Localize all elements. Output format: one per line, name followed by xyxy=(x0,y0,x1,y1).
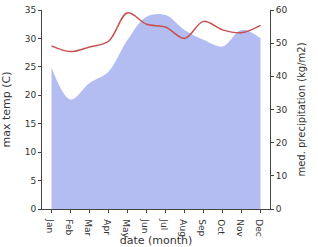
svg-text:15: 15 xyxy=(25,119,36,129)
svg-text:50: 50 xyxy=(276,38,288,48)
svg-text:Sep: Sep xyxy=(197,219,207,236)
svg-text:10: 10 xyxy=(25,147,37,157)
svg-text:60: 60 xyxy=(276,5,288,15)
svg-text:Jan: Jan xyxy=(45,218,55,233)
svg-text:Oct: Oct xyxy=(216,219,226,235)
svg-text:25: 25 xyxy=(25,62,36,72)
svg-text:5: 5 xyxy=(30,176,36,186)
svg-text:40: 40 xyxy=(276,71,288,81)
svg-text:Apr: Apr xyxy=(102,219,112,235)
svg-text:date (month): date (month) xyxy=(120,234,193,247)
svg-text:May: May xyxy=(121,219,131,238)
svg-text:Nov: Nov xyxy=(235,219,245,237)
svg-text:Jul: Jul xyxy=(159,218,169,230)
svg-text:10: 10 xyxy=(276,171,288,181)
svg-text:Dec: Dec xyxy=(254,219,264,236)
svg-text:30: 30 xyxy=(276,105,288,115)
svg-text:30: 30 xyxy=(25,34,37,44)
svg-text:Aug: Aug xyxy=(178,219,188,237)
svg-text:med. precipitation (kg/m2): med. precipitation (kg/m2) xyxy=(296,42,307,176)
svg-text:Feb: Feb xyxy=(64,219,74,235)
svg-text:Mar: Mar xyxy=(83,219,93,236)
svg-text:0: 0 xyxy=(276,204,282,214)
svg-text:20: 20 xyxy=(25,90,37,100)
svg-text:max temp (C): max temp (C) xyxy=(0,71,13,147)
svg-text:0: 0 xyxy=(30,204,36,214)
svg-text:Jun: Jun xyxy=(140,218,150,233)
svg-text:35: 35 xyxy=(25,5,36,15)
svg-text:20: 20 xyxy=(276,138,288,148)
